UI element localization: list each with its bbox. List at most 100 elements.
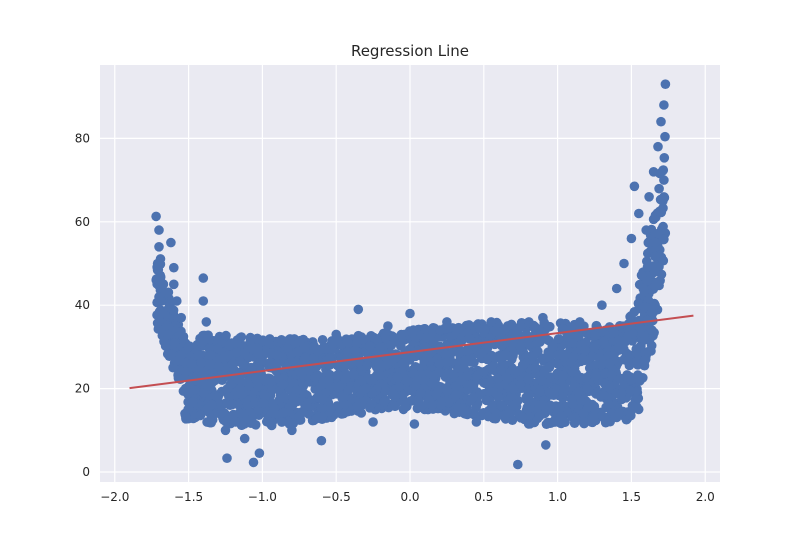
scatter-point	[468, 380, 479, 391]
scatter-point	[523, 404, 533, 415]
scatter-point	[641, 225, 651, 235]
scatter-point	[154, 292, 164, 302]
scatter-point	[257, 335, 268, 346]
scatter-point	[276, 335, 287, 345]
scatter-point	[375, 342, 386, 352]
scatter-point	[625, 408, 636, 419]
scatter-point	[639, 302, 650, 312]
scatter-point	[589, 401, 600, 412]
x-tick-label: −1.0	[248, 490, 277, 504]
scatter-point	[636, 323, 646, 334]
scatter-point	[479, 367, 489, 377]
scatter-point	[301, 400, 312, 411]
scatter-point	[457, 403, 467, 413]
scatter-point	[352, 338, 362, 348]
scatter-point	[656, 116, 666, 127]
scatter-point	[603, 399, 614, 410]
axis-layer: −2.0 −1.5 −1.0 −0.5 0.0 0.5 1.0 1.5 2.0 0 20 40 60 80	[75, 131, 715, 504]
scatter-point	[300, 352, 311, 363]
x-tick-label: 1.0	[548, 490, 567, 504]
scatter-point	[260, 375, 271, 386]
scatter-point	[537, 375, 547, 386]
scatter-point	[441, 385, 452, 396]
scatter-point	[227, 399, 238, 410]
regression-line	[129, 314, 694, 390]
scatter-point	[552, 350, 563, 361]
scatter-point	[154, 275, 164, 286]
scatter-point	[197, 337, 208, 347]
scatter-point	[265, 417, 275, 427]
scatter-point	[629, 181, 640, 192]
scatter-point	[515, 342, 526, 352]
scatter-point	[291, 396, 302, 407]
scatter-point	[517, 412, 528, 422]
scatter-cloud	[151, 131, 671, 431]
scatter-point	[225, 379, 236, 390]
scatter-point	[597, 300, 607, 311]
scatter-point	[658, 234, 669, 245]
scatter-point	[464, 333, 474, 344]
scatter-point	[309, 342, 319, 352]
scatter-point	[597, 410, 607, 421]
scatter-point	[566, 322, 576, 333]
scatter-point	[596, 359, 607, 370]
scatter-point	[580, 345, 590, 355]
scatter-point	[582, 383, 592, 394]
scatter-point	[558, 370, 569, 381]
scatter-point	[317, 394, 327, 405]
scatter-point	[198, 273, 209, 283]
scatter-point	[435, 325, 445, 335]
scatter-point	[452, 324, 462, 335]
scatter-point	[535, 337, 545, 347]
x-tick-label: 1.5	[622, 490, 641, 504]
scatter-point	[467, 392, 478, 403]
scatter-point	[434, 358, 445, 369]
scatter-point	[216, 408, 226, 419]
scatter-point	[310, 372, 320, 383]
scatter-point	[449, 408, 460, 419]
scatter-point	[653, 141, 663, 152]
scatter-point	[609, 327, 619, 338]
scatter-point	[496, 365, 506, 376]
scatter-point	[338, 408, 349, 419]
scatter-point	[407, 327, 417, 338]
scatter-point	[368, 417, 378, 427]
scatter-point	[442, 357, 452, 368]
scatter-point	[631, 347, 641, 358]
scatter-point	[390, 392, 401, 402]
scatter-point	[581, 337, 591, 347]
scatter-point	[650, 237, 660, 248]
scatter-point	[513, 459, 523, 470]
scatter-point	[567, 367, 578, 377]
scatter-point	[544, 387, 555, 398]
scatter-point	[352, 401, 362, 412]
scatter-point	[365, 341, 375, 351]
scatter-point	[231, 347, 242, 358]
scatter-point	[420, 324, 430, 334]
scatter-point	[609, 349, 619, 360]
scatter-point	[659, 153, 670, 163]
scatter-point	[642, 262, 653, 272]
scatter-point	[379, 397, 389, 407]
scatter-point	[198, 296, 209, 306]
scatter-point	[176, 350, 186, 361]
scatter-point	[295, 411, 305, 421]
scatter-point	[295, 335, 305, 346]
scatter-point	[654, 183, 664, 194]
scatter-point	[589, 342, 600, 352]
scatter-point	[176, 312, 186, 323]
scatter-point	[578, 408, 589, 419]
scatter-point	[560, 417, 570, 427]
scatter-point	[537, 399, 547, 410]
scatter-point	[424, 348, 435, 359]
scatter-point	[616, 394, 627, 405]
scatter-point	[201, 317, 212, 327]
scatter-point	[353, 304, 364, 315]
scatter-point	[250, 420, 261, 430]
scatter-point	[202, 417, 212, 427]
scatter-point	[342, 337, 353, 347]
scatter-point	[259, 389, 270, 400]
scatter-point	[168, 305, 179, 316]
